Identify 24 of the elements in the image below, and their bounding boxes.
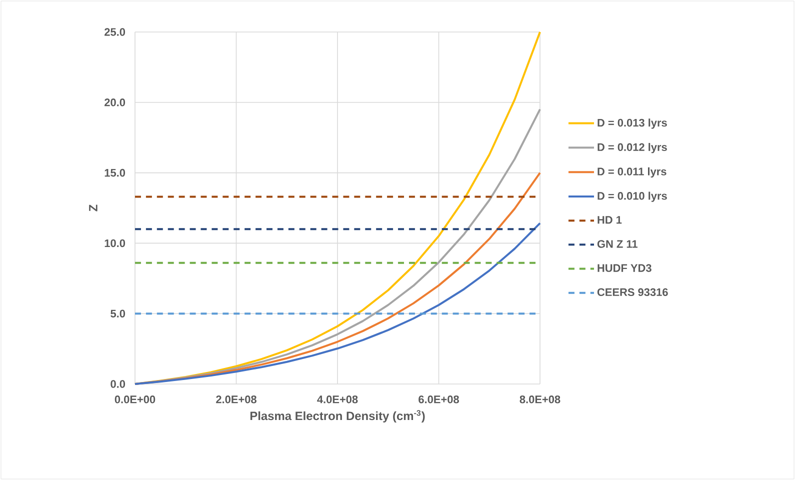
x-tick-label: 8.0E+08	[520, 396, 560, 404]
y-tick-label: 0.0	[110, 380, 126, 388]
line-series	[134, 108, 542, 385]
legend-label: GN Z 11	[597, 240, 638, 248]
legend-label: CEERS 93316	[597, 288, 668, 296]
y-tick-label: 5.0	[110, 310, 126, 318]
y-axis-title: Z	[89, 204, 98, 212]
y-tick-label: 15.0	[104, 168, 126, 177]
legend-label: D = 0.010 lyrs	[598, 192, 667, 202]
x-tick-label: 0.0E+00	[114, 396, 156, 404]
legend-label: D = 0.012 lyrs	[598, 142, 667, 154]
legend-label: D = 0.013 lyrs	[598, 118, 667, 129]
y-tick-label: 25.0	[104, 28, 126, 36]
y-tick-label: 20.0	[104, 98, 126, 106]
legend-label: HD 1	[598, 216, 622, 224]
line-series	[134, 30, 542, 385]
x-tick-label: 6.0E+08	[418, 396, 459, 404]
x-axis-title: Plasma Electron Density (cm$^{-3}$)	[250, 410, 425, 423]
line-series	[134, 222, 542, 385]
x-tick-label: 4.0E+08	[317, 396, 358, 404]
legend-label: HUDF YD3	[598, 264, 652, 272]
legend-label: D = 0.011 lyrs	[598, 167, 666, 178]
y-tick-label: 10.0	[104, 239, 126, 248]
x-tick-label: 2.0E+08	[216, 396, 256, 404]
